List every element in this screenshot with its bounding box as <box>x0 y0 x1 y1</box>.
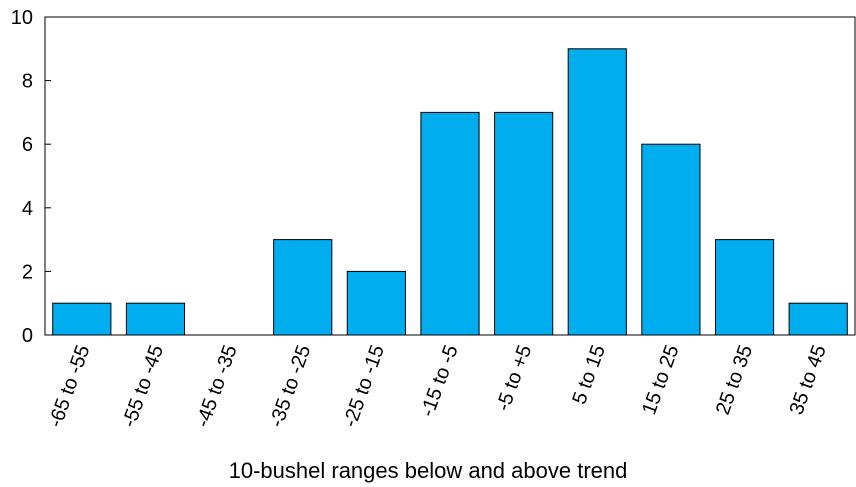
y-tick-label: 0 <box>22 325 33 347</box>
bar <box>494 111 554 336</box>
x-tick-label: 35 to 45 <box>785 342 830 417</box>
bar <box>714 239 775 336</box>
plot-area: 0 2 4 6 8 10 -65 to -55 -55 to -45 -45 to -35 -35… <box>11 7 856 430</box>
bar <box>641 143 701 336</box>
x-tick-label: -35 to -25 <box>265 342 315 430</box>
x-axis-title: 10-bushel ranges below and above trend <box>229 458 628 483</box>
bar <box>788 302 848 336</box>
bar <box>125 302 186 336</box>
x-tick-label: -55 to -45 <box>118 342 168 430</box>
bar <box>420 111 480 336</box>
x-tick-label: -15 to -5 <box>417 342 463 420</box>
x-tick-label: 15 to 25 <box>638 342 683 417</box>
bar <box>346 270 406 336</box>
bar <box>273 239 333 336</box>
x-tick-label: -45 to -35 <box>192 342 242 430</box>
x-tick-label: -5 to +5 <box>492 342 536 414</box>
y-tick-label: 4 <box>22 198 33 220</box>
x-tick-label: -65 to -55 <box>45 342 95 430</box>
y-tick-label: 2 <box>22 261 33 283</box>
bar <box>52 302 112 336</box>
x-tick-label: 25 to 35 <box>712 342 757 417</box>
y-tick-label: 10 <box>11 7 33 29</box>
x-tick-label: 5 to 15 <box>568 342 610 407</box>
bar <box>567 48 627 336</box>
x-tick-label: -25 to -15 <box>339 342 389 430</box>
y-tick-label: 6 <box>22 134 33 156</box>
y-tick-label: 8 <box>22 71 33 93</box>
